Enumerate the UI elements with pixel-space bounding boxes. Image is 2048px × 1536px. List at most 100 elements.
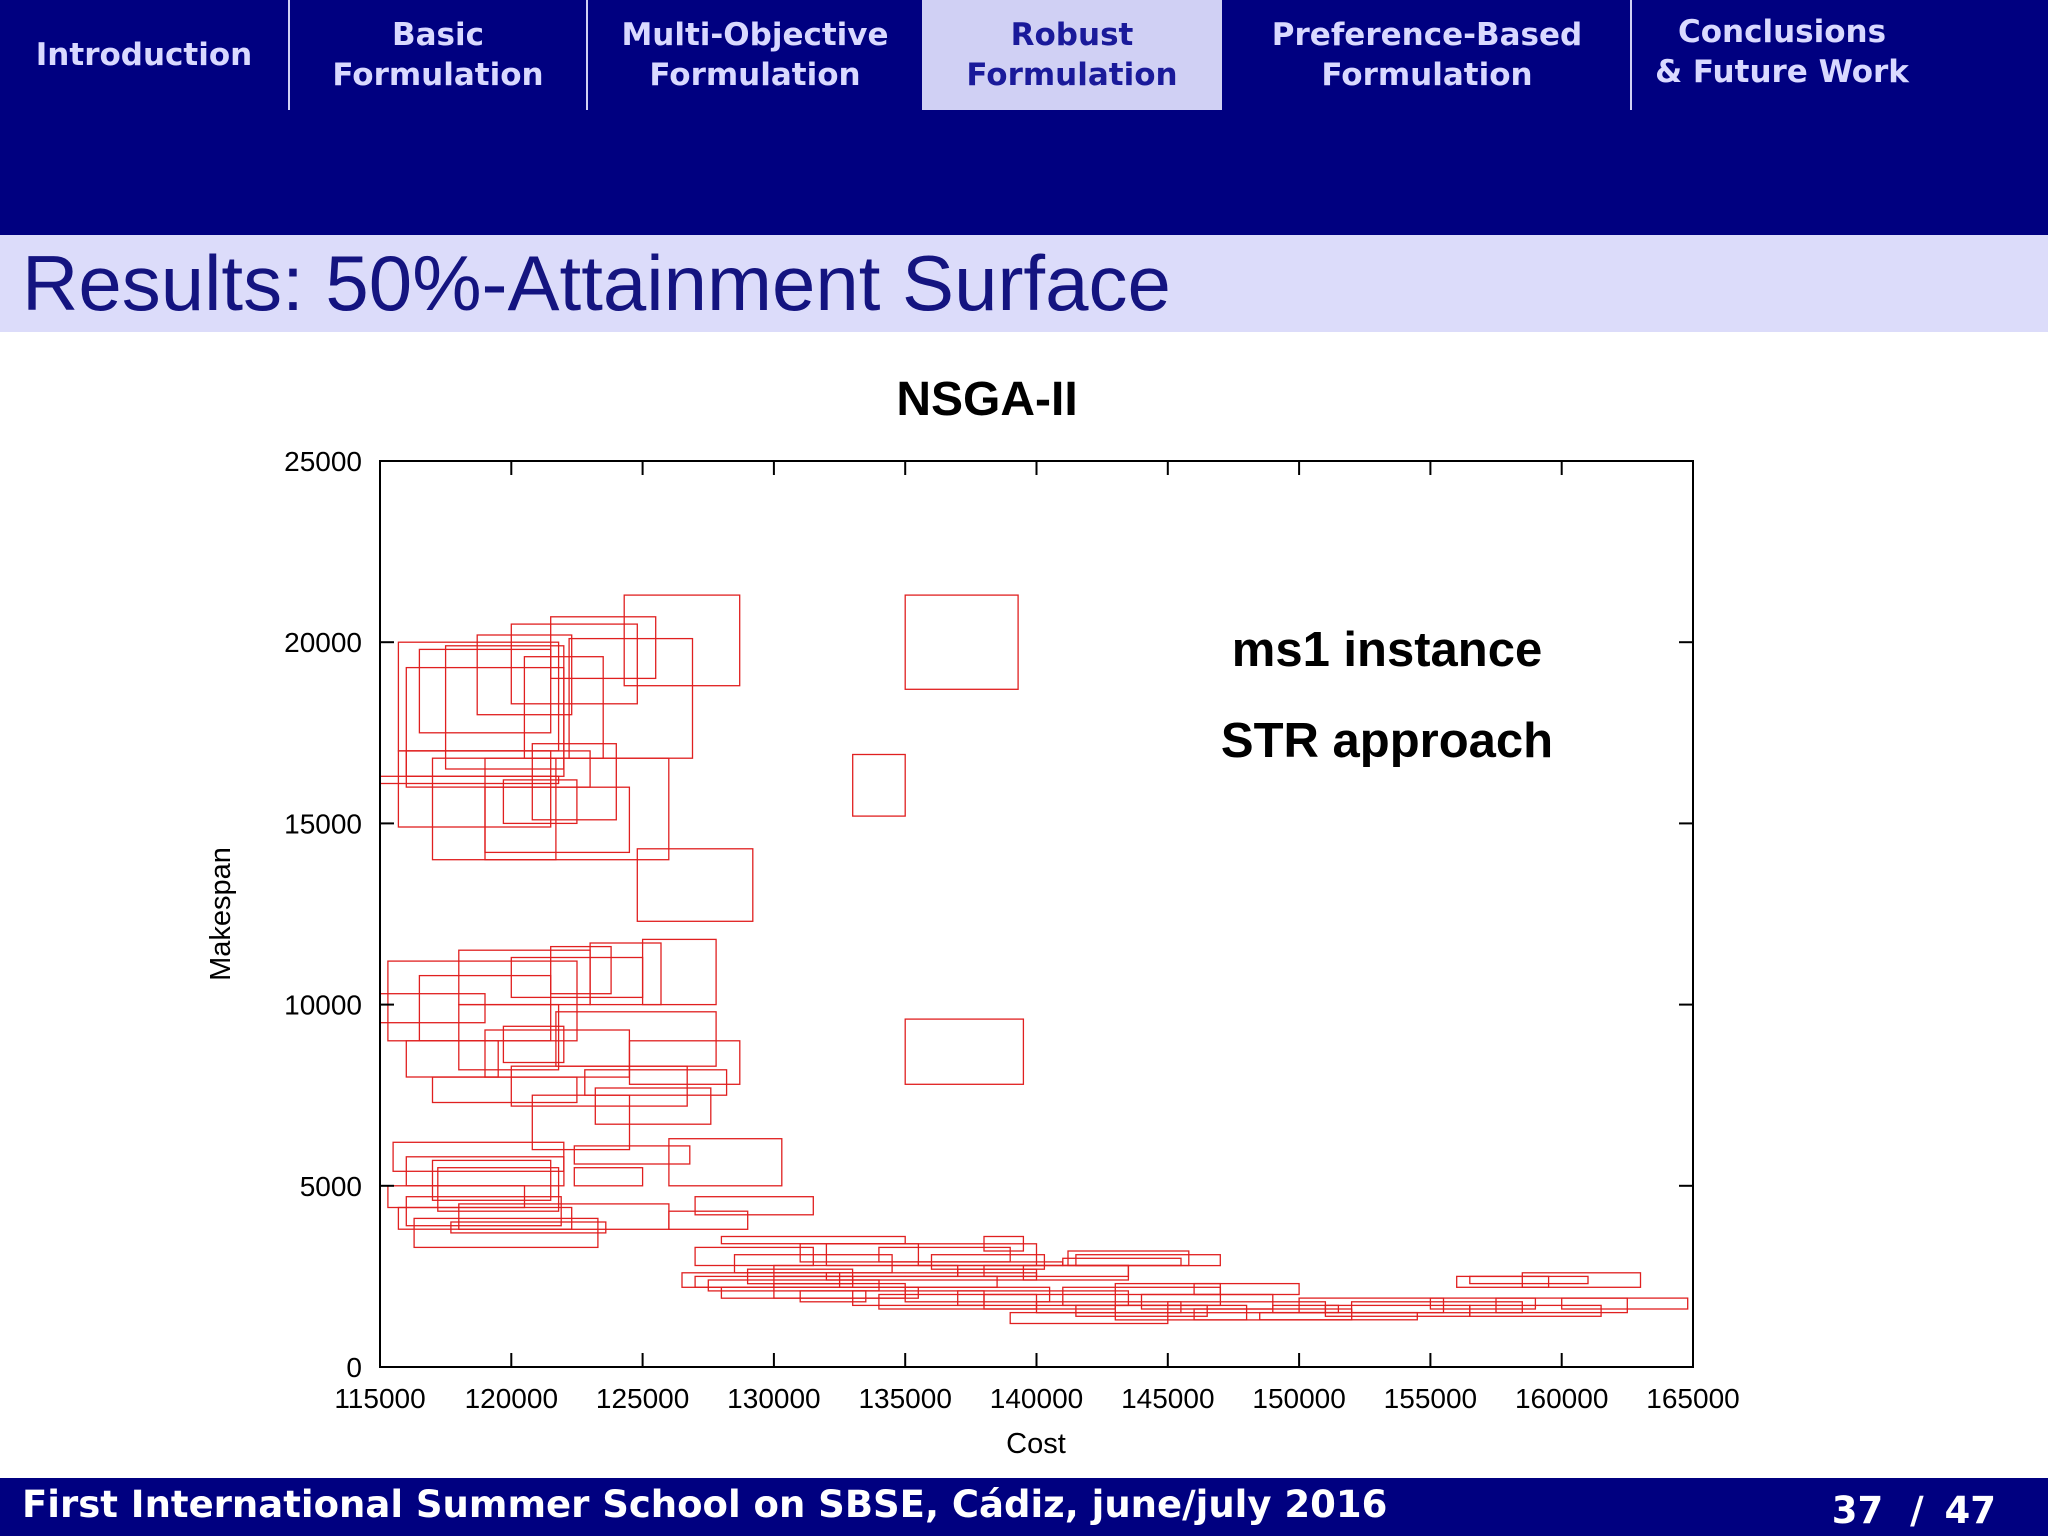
title-bar (0, 235, 2048, 332)
attainment-box (904, 1018, 1025, 1085)
attainment-box (1062, 1257, 1182, 1267)
attainment-box (707, 1279, 880, 1292)
x-tick-label: 135000 (858, 1383, 951, 1414)
attainment-box (852, 753, 906, 817)
attainment-box (458, 949, 591, 1006)
attainment-box (502, 1025, 565, 1064)
attainment-box (531, 1094, 631, 1151)
attainment-box (1022, 1264, 1130, 1281)
attainment-box (983, 1264, 1130, 1278)
attainment-box (502, 779, 578, 825)
x-axis-label: Cost (1006, 1428, 1066, 1460)
attainment-box (573, 1167, 644, 1187)
x-tick-label: 165000 (1646, 1383, 1739, 1414)
plot-frame (379, 460, 1694, 1368)
attainment-box (594, 1087, 712, 1125)
attainment-box (431, 757, 557, 861)
tab-conclusions-future-work[interactable]: Conclusions & Future Work (1655, 14, 1909, 90)
page-number: 37 / 47 (1832, 1486, 1996, 1536)
attainment-box (555, 1011, 717, 1067)
x-tick-label: 120000 (465, 1383, 558, 1414)
attainment-boxes (379, 594, 1689, 1325)
tab-introduction[interactable]: Introduction (35, 37, 253, 73)
tab-basic-formulation[interactable]: Basic Formulation (332, 17, 544, 93)
y-tick-label: 0 (346, 1352, 362, 1383)
footer-bar (0, 1478, 2048, 1536)
attainment-box (1469, 1275, 1589, 1285)
attainment-box (694, 1246, 814, 1267)
attainment-box (484, 757, 670, 861)
attainment-box (1009, 1311, 1169, 1325)
chart-annotation-instance: ms1 instance (1232, 623, 1543, 677)
attainment-box (1114, 1282, 1221, 1296)
tab-multi-objective-formulation[interactable]: Multi-Objective Formulation (621, 17, 889, 93)
x-tick-label: 155000 (1384, 1383, 1477, 1414)
attainment-box (573, 1145, 691, 1165)
attainment-box (1272, 1304, 1340, 1314)
attainment-box (1075, 1254, 1221, 1267)
attainment-box (387, 960, 578, 1042)
attainment-chart: NSGA-II ms1 instance STR approach 115000… (205, 373, 1740, 1460)
attainment-box (1035, 1301, 1182, 1314)
attainment-box (379, 993, 486, 1024)
tab-separator (288, 0, 290, 110)
attainment-box (458, 1203, 670, 1230)
y-tick-label: 25000 (284, 446, 362, 477)
x-tick-label: 145000 (1121, 1383, 1214, 1414)
attainment-box (799, 1290, 867, 1303)
x-tick-label: 125000 (596, 1383, 689, 1414)
attainment-box (397, 641, 560, 752)
attainment-box (584, 1069, 728, 1096)
attainment-box (437, 1167, 560, 1212)
attainment-box (450, 1221, 607, 1234)
attainment-box (444, 645, 565, 770)
attainment-box (668, 1210, 749, 1230)
page-separator: / (1910, 1489, 1924, 1532)
attainment-box (397, 750, 552, 828)
tab-preference-based-formulation[interactable]: Preference-Based Formulation (1271, 17, 1583, 93)
attainment-box (531, 743, 617, 821)
attainment-box (957, 1290, 1130, 1307)
attainment-box (1561, 1297, 1689, 1310)
x-axis-tick-labels: 115000 120000 125000 130000 135000 140000 1450… (334, 1383, 1739, 1414)
slide-title: Results: 50%-Attainment Surface (22, 239, 1171, 327)
chart-title: NSGA-II (896, 373, 1077, 426)
attainment-box (720, 1286, 919, 1299)
attainment-box (589, 942, 662, 1006)
x-tick-label: 130000 (727, 1383, 820, 1414)
x-tick-label: 150000 (1252, 1383, 1345, 1414)
attainment-box (1456, 1275, 1550, 1288)
attainment-box (628, 1040, 741, 1085)
tab-robust-formulation[interactable]: Robust Formulation (922, 0, 1222, 110)
chart-annotation-approach: STR approach (1221, 714, 1553, 768)
x-tick-label: 115000 (334, 1383, 425, 1414)
y-axis-tick-labels: 0 5000 10000 15000 20000 25000 (284, 446, 362, 1383)
attainment-box (904, 594, 1019, 690)
tab-separator (586, 0, 588, 110)
attainment-box (668, 1138, 783, 1187)
attainment-box (720, 1235, 906, 1245)
y-tick-label: 10000 (284, 990, 362, 1021)
attainment-box (773, 1275, 998, 1288)
attainment-box (623, 594, 741, 687)
attainment-box (773, 1264, 959, 1278)
attainment-box (1140, 1293, 1274, 1310)
attainment-box (1350, 1301, 1523, 1314)
attainment-box (636, 848, 754, 922)
axis-ticks (379, 460, 1694, 1368)
attainment-box (550, 945, 612, 995)
page-current: 37 (1831, 1489, 1884, 1532)
attainment-box (799, 1243, 920, 1263)
x-tick-label: 140000 (990, 1383, 1083, 1414)
tab-separator (1630, 0, 1632, 110)
y-tick-label: 20000 (284, 627, 362, 658)
y-tick-label: 15000 (284, 808, 362, 839)
attainment-box (431, 1076, 578, 1104)
footer-text: First International Summer School on SBS… (22, 1483, 1388, 1526)
attainment-box (694, 1196, 814, 1216)
attainment-box (1521, 1272, 1642, 1288)
attainment-box (405, 1196, 562, 1227)
attainment-box (878, 1246, 1011, 1263)
page-total: 47 (1944, 1489, 1997, 1532)
y-axis-label: Makespan (205, 847, 237, 981)
